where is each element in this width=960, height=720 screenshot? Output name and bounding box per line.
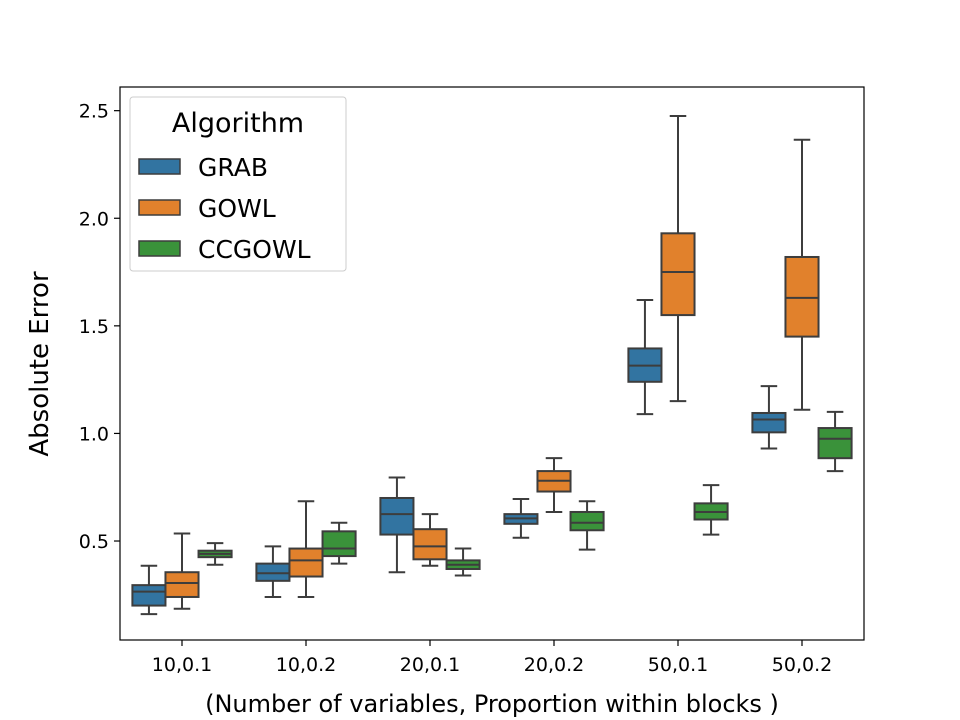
y-tick-label: 1.0 (79, 423, 109, 445)
x-tick-label: 20,0.1 (400, 654, 460, 676)
box-gowl-10-0-1 (164, 532, 200, 610)
box-ccgowl-50-0-1 (693, 484, 729, 536)
iqr-box (164, 571, 200, 598)
box-grab-50-0-1 (627, 299, 663, 416)
legend-label-grab: GRAB (198, 153, 268, 182)
box-groups (131, 115, 853, 616)
box-gowl-50-0-1 (660, 115, 696, 403)
box-ccgowl-10-0-1 (197, 542, 233, 566)
box-gowl-20-0-2 (536, 457, 572, 513)
y-axis-label: Absolute Error (25, 271, 55, 457)
legend: Algorithm GRAB GOWL CCGOWL (129, 96, 347, 272)
legend-label-gowl: GOWL (198, 194, 276, 223)
y-tick-label: 0.5 (79, 531, 109, 553)
iqr-box (660, 232, 696, 317)
plot-frame (119, 86, 865, 641)
iqr-box (131, 584, 167, 607)
legend-swatch-ccgowl (138, 240, 181, 257)
x-tick-label: 20,0.2 (524, 654, 584, 676)
iqr-box (569, 510, 605, 532)
iqr-box (817, 427, 853, 460)
iqr-box (288, 547, 324, 578)
iqr-box (412, 528, 448, 561)
box-gowl-10-0-2 (288, 500, 324, 598)
iqr-box (321, 530, 357, 558)
x-axis-ticks: 10,0.1 10,0.2 20,0.1 20,0.2 50,0.1 50,0.2 (152, 640, 832, 676)
box-grab-20-0-2 (503, 498, 539, 539)
box-gowl-50-0-2 (784, 138, 820, 411)
x-axis-label: (Number of variables, Proportion within … (205, 690, 779, 718)
iqr-box (255, 562, 291, 582)
box-ccgowl-10-0-2 (321, 521, 357, 565)
legend-label-ccgowl: CCGOWL (198, 235, 311, 264)
y-tick-label: 2.0 (79, 208, 109, 230)
box-grab-50-0-2 (751, 385, 787, 450)
box-ccgowl-20-0-1 (445, 547, 481, 577)
box-ccgowl-50-0-2 (817, 410, 853, 473)
iqr-box (379, 496, 415, 536)
x-tick-label: 50,0.2 (772, 654, 832, 676)
legend-frame (129, 96, 347, 272)
legend-title: Algorithm (172, 108, 304, 139)
y-axis-ticks: 0.5 1.0 1.5 2.0 2.5 (79, 101, 120, 553)
box-grab-20-0-1 (379, 476, 415, 574)
box-grab-10-0-2 (255, 545, 291, 598)
box-gowl-20-0-1 (412, 513, 448, 567)
legend-swatch-gowl (138, 199, 181, 216)
x-tick-label: 50,0.1 (648, 654, 708, 676)
x-tick-label: 10,0.2 (276, 654, 336, 676)
iqr-box (751, 411, 787, 434)
box-ccgowl-20-0-2 (569, 500, 605, 551)
x-tick-label: 10,0.1 (152, 654, 212, 676)
box-grab-10-0-1 (131, 564, 167, 616)
legend-swatch-grab (138, 158, 181, 175)
iqr-box (784, 255, 820, 338)
y-tick-label: 1.5 (79, 316, 109, 338)
y-tick-label: 2.5 (79, 101, 109, 123)
